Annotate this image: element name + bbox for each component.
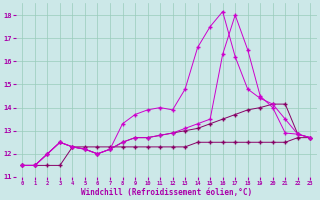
X-axis label: Windchill (Refroidissement éolien,°C): Windchill (Refroidissement éolien,°C): [81, 188, 252, 197]
